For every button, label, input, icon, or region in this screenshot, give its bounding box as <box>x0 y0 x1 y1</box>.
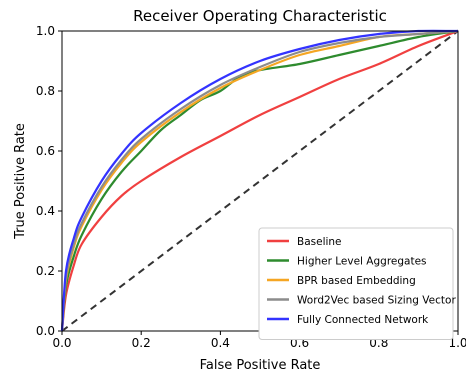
chart-title: Receiver Operating Characteristic <box>133 7 387 25</box>
y-tick-label: 1.0 <box>36 24 55 38</box>
series-line-2 <box>60 29 459 332</box>
legend-label-1: Baseline <box>297 236 342 248</box>
y-tick-label: 0.4 <box>36 204 55 218</box>
legend-label-2: Higher Level Aggregates <box>297 256 427 268</box>
y-tick-label: 0.2 <box>36 264 55 278</box>
legend-box <box>258 227 454 340</box>
x-tick-label: 0.4 <box>211 336 230 350</box>
series-line-4 <box>60 29 459 332</box>
legend-label-5: Fully Connected Network <box>297 314 429 326</box>
legend-label-4: Word2Vec based Sizing Vector <box>297 295 456 307</box>
y-tick-label: 0.6 <box>36 144 55 158</box>
y-tick-label: 0.0 <box>36 324 55 338</box>
series-line-1 <box>60 29 459 332</box>
series-line-5 <box>60 29 459 332</box>
x-tick-label: 0.0 <box>52 336 71 350</box>
x-tick-label: 1.0 <box>448 336 466 350</box>
legend: Baseline Higher Level Aggregates BPR based… <box>258 227 456 340</box>
legend-label-3: BPR based Embedding <box>297 275 416 287</box>
y-tick-label: 0.8 <box>36 84 55 98</box>
y-axis-label: True Positive Rate <box>13 123 28 240</box>
x-tick-label: 0.2 <box>132 336 151 350</box>
diagonal-reference-line <box>61 30 459 332</box>
x-axis-label: False Positive Rate <box>200 358 321 373</box>
